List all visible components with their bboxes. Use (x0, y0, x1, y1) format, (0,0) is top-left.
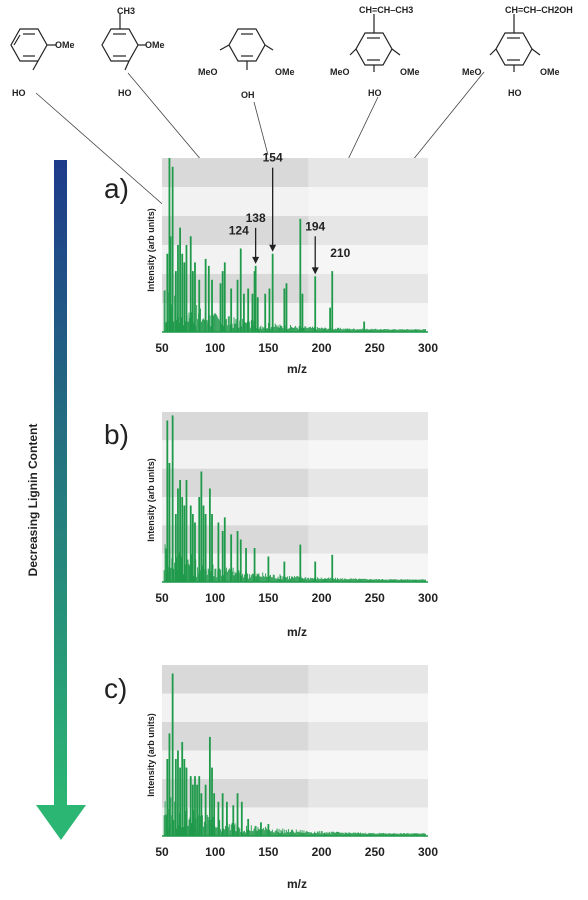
structure-4-right-label: OMe (400, 67, 420, 77)
panel-c: 50 100 150 200 250 300 m/z Intensity (arb units… (104, 665, 438, 891)
plot-band (162, 722, 428, 751)
y-axis-label: Intensity (arb units) (146, 458, 156, 542)
panel-a: 50 100 150 200 250 300 m/z Intensity (arb units… (104, 151, 438, 376)
structure-1-right-label: OMe (55, 40, 75, 50)
peak-annotation-label: 194 (305, 219, 325, 233)
plot-band (162, 468, 428, 497)
x-tick-label: 100 (205, 845, 225, 859)
structure-4-top-label: CH=CH–CH3 (359, 5, 413, 15)
plot-fade (308, 158, 428, 332)
panel-label: b) (104, 419, 129, 450)
structure-sinapyl-alcohol (489, 14, 541, 72)
x-axis-label: m/z (287, 362, 307, 376)
structure-labels: OMe HO CH3 OMe HO MeO OMe OH CH=CH–CH3 M… (12, 5, 573, 100)
peak-annotation-arrowhead (311, 267, 319, 275)
x-tick-label: 300 (418, 845, 438, 859)
x-tick-label: 200 (312, 845, 332, 859)
y-axis-label: Intensity (arb units) (146, 208, 156, 292)
structure-5-oh-label: HO (508, 88, 522, 98)
arrow-shaft (54, 160, 67, 805)
x-axis-label: m/z (287, 877, 307, 891)
plot-fade (308, 665, 428, 836)
peak-annotation-label: 210 (330, 246, 350, 260)
structures-row (10, 14, 541, 72)
structure-4-meo-label: MeO (330, 67, 350, 77)
decreasing-lignin-arrow: Decreasing Lignin Content (26, 160, 86, 840)
arrow-label: Decreasing Lignin Content (26, 424, 40, 577)
structure-5-right-label: OMe (540, 67, 560, 77)
x-tick-label: 50 (155, 591, 169, 605)
structure-propenylsyringol (349, 14, 401, 72)
peak-annotation-label: 138 (246, 211, 266, 225)
arrow-head (36, 805, 86, 840)
structure-2-right-label: OMe (145, 40, 165, 50)
x-axis-label: m/z (287, 625, 307, 639)
x-tick-label: 300 (418, 341, 438, 355)
peak-annotation-label: 154 (263, 151, 283, 165)
panel-label: c) (104, 673, 127, 704)
panel-label: a) (104, 173, 129, 204)
x-tick-label: 250 (365, 341, 385, 355)
plot-band (162, 665, 428, 694)
x-tick-label: 150 (258, 591, 278, 605)
x-tick-label: 100 (205, 341, 225, 355)
structure-2-oh-label: HO (118, 88, 132, 98)
plot-fade (308, 412, 428, 582)
x-tick-label: 200 (312, 591, 332, 605)
leader-line-154 (253, 101, 269, 156)
plot-band (162, 187, 428, 216)
structure-4-oh-label: HO (368, 88, 382, 98)
plot-band (162, 412, 428, 441)
structure-methylguaiacol (101, 14, 146, 71)
x-tick-label: 250 (365, 845, 385, 859)
plot-band (162, 750, 428, 779)
structure-5-top-label: CH=CH–CH2OH (505, 5, 573, 15)
x-tick-label: 200 (312, 341, 332, 355)
plot-band (162, 216, 428, 245)
structure-5-meo-label: MeO (462, 67, 482, 77)
plot-band (162, 158, 428, 187)
x-tick-label: 50 (155, 845, 169, 859)
x-tick-label: 150 (258, 341, 278, 355)
structure-1-oh-label: HO (12, 88, 26, 98)
plot-band (162, 693, 428, 722)
structure-guaiacol (10, 28, 56, 71)
y-axis-label: Intensity (arb units) (146, 713, 156, 797)
structure-3-right-label: OMe (275, 67, 295, 77)
peak-annotation-arrowhead (252, 256, 260, 264)
structure-3-oh-label: OH (241, 90, 255, 100)
structure-3-meo-label: MeO (198, 67, 218, 77)
x-tick-label: 50 (155, 341, 169, 355)
plot-band (162, 440, 428, 469)
x-tick-label: 250 (365, 591, 385, 605)
x-tick-label: 150 (258, 845, 278, 859)
x-tick-label: 300 (418, 591, 438, 605)
panel-b: 50 100 150 200 250 300 m/z Intensity (arb units… (104, 412, 438, 639)
peak-annotation-label: 124 (229, 223, 249, 237)
structure-syringol (219, 28, 274, 70)
structure-2-top-label: CH3 (117, 6, 135, 16)
x-tick-label: 100 (205, 591, 225, 605)
peak-annotation-arrowhead (269, 244, 277, 252)
